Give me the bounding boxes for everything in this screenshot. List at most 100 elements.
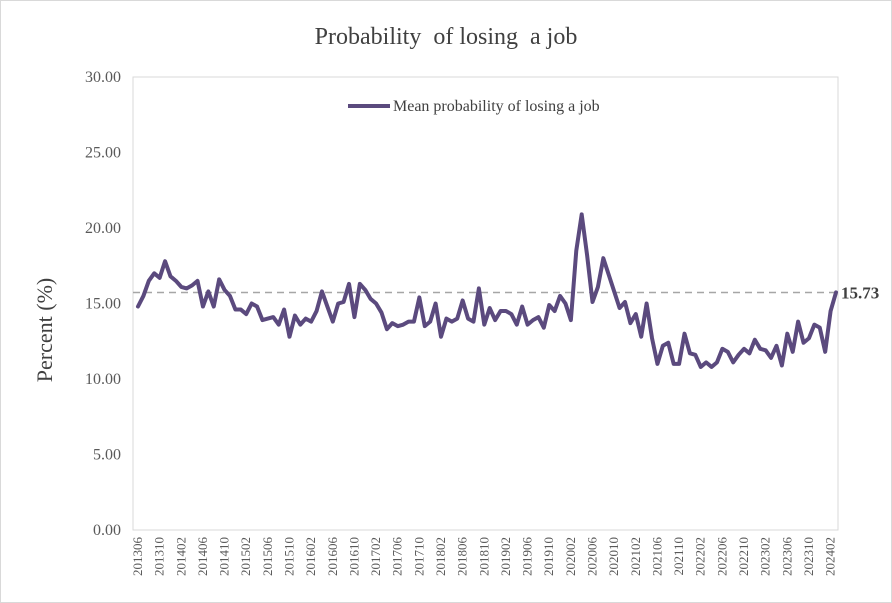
data-point — [748, 352, 751, 355]
data-point — [715, 361, 718, 364]
x-tick-label: 201702 — [368, 537, 383, 576]
data-point — [212, 305, 215, 308]
data-point — [591, 300, 594, 303]
data-point — [342, 300, 345, 303]
legend: Mean probability of losing a job — [348, 98, 600, 115]
data-point — [461, 299, 464, 302]
data-point — [375, 302, 378, 305]
data-point — [261, 319, 264, 322]
data-point — [353, 316, 356, 319]
x-tick-label: 201706 — [390, 537, 405, 577]
data-point — [818, 326, 821, 329]
y-axis: 0.00 5.00 10.00 15.00 20.00 25.00 30.00 — [85, 69, 121, 539]
data-point — [288, 335, 291, 338]
data-point — [304, 317, 307, 320]
data-point — [488, 307, 491, 310]
x-tick-label: 202106 — [649, 537, 664, 577]
data-point — [407, 320, 410, 323]
data-point — [331, 320, 334, 323]
x-tick-label: 201710 — [411, 537, 426, 576]
data-point — [667, 341, 670, 344]
data-point — [402, 323, 405, 326]
x-tick-label: 201906 — [520, 537, 535, 577]
data-point — [418, 296, 421, 299]
data-point — [277, 323, 280, 326]
data-point — [169, 275, 172, 278]
data-point — [699, 365, 702, 368]
x-tick-label: 202310 — [801, 537, 816, 576]
data-point — [521, 305, 524, 308]
data-point — [548, 304, 551, 307]
data-point — [613, 290, 616, 293]
x-tick-label: 201410 — [217, 537, 232, 576]
data-point — [234, 308, 237, 311]
data-point — [515, 323, 518, 326]
data-point — [775, 344, 778, 347]
data-point — [737, 353, 740, 356]
data-point — [618, 307, 621, 310]
data-point — [467, 317, 470, 320]
data-point — [526, 323, 529, 326]
data-point — [705, 361, 708, 364]
data-point — [569, 319, 572, 322]
x-tick-label: 201806 — [455, 537, 470, 577]
data-point — [310, 320, 313, 323]
data-point — [732, 361, 735, 364]
plot-area — [132, 76, 839, 531]
data-point — [661, 344, 664, 347]
x-tick-label: 201306 — [130, 537, 145, 577]
data-point — [786, 332, 789, 335]
data-point — [559, 294, 562, 297]
data-point — [293, 314, 296, 317]
x-tick-label: 202110 — [671, 537, 686, 576]
data-point — [364, 288, 367, 291]
x-tick-label: 201406 — [195, 537, 210, 577]
data-point — [596, 285, 599, 288]
data-point — [483, 323, 486, 326]
data-point — [770, 356, 773, 359]
data-point — [564, 302, 567, 305]
data-point — [142, 294, 145, 297]
data-point — [174, 279, 177, 282]
data-point — [440, 335, 443, 338]
data-point — [797, 320, 800, 323]
data-point — [456, 317, 459, 320]
data-point — [228, 294, 231, 297]
data-point — [207, 290, 210, 293]
data-point — [829, 310, 832, 313]
data-point — [326, 305, 329, 308]
data-point — [191, 284, 194, 287]
data-point — [266, 317, 269, 320]
data-point — [602, 257, 605, 260]
data-point — [412, 320, 415, 323]
data-point — [315, 310, 318, 313]
data-point — [385, 328, 388, 331]
data-point — [185, 287, 188, 290]
data-point — [802, 341, 805, 344]
x-tick-label: 201810 — [476, 537, 491, 576]
data-point — [180, 285, 183, 288]
data-point — [396, 325, 399, 328]
x-tick-label: 201506 — [260, 537, 275, 577]
x-tick-label: 202306 — [779, 537, 794, 577]
data-point — [688, 352, 691, 355]
x-tick-label: 202202 — [693, 537, 708, 576]
data-point — [651, 337, 654, 340]
data-point — [429, 320, 432, 323]
data-point — [153, 272, 156, 275]
data-point — [391, 322, 394, 325]
data-point — [477, 287, 480, 290]
data-point — [656, 362, 659, 365]
data-point — [201, 305, 204, 308]
data-point — [423, 325, 426, 328]
data-point — [753, 338, 756, 341]
y-tick-label: 0.00 — [93, 522, 121, 539]
data-point — [348, 282, 351, 285]
data-point — [272, 316, 275, 319]
x-tick-label: 201902 — [498, 537, 513, 576]
y-tick-label: 30.00 — [85, 69, 121, 86]
data-point — [137, 305, 140, 308]
data-point — [791, 350, 794, 353]
y-tick-label: 5.00 — [93, 447, 121, 464]
